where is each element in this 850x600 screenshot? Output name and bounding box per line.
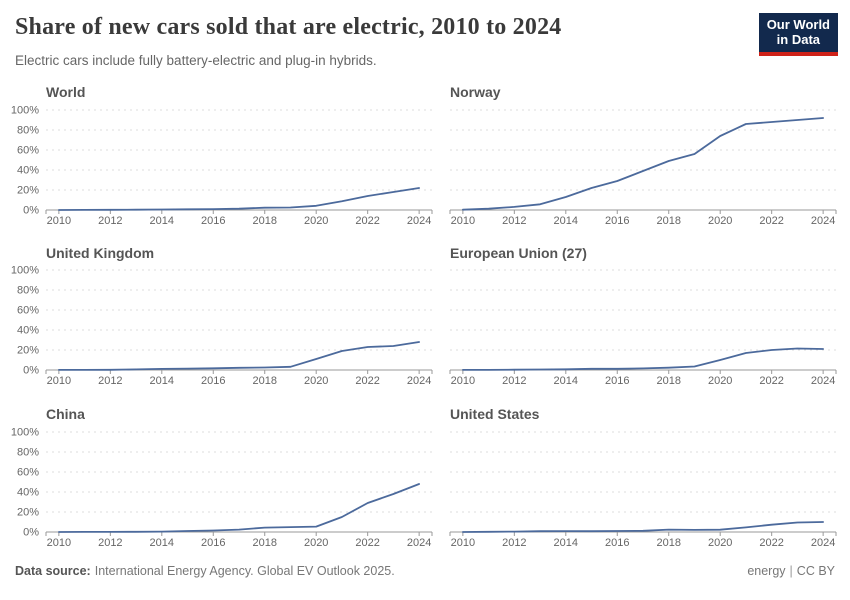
x-tick-label: 2024	[811, 375, 835, 387]
x-tick-label: 2010	[451, 215, 475, 227]
facet-world[interactable]: World 0% 20% 40% 60% 80% 100% 2010 2012 2014 2016 2…	[11, 84, 433, 227]
facet-china[interactable]: China 0% 20% 40% 60% 80% 100% 2010 2012 2014 2016 2…	[11, 406, 433, 549]
series-line-european-union-27	[461, 347, 824, 371]
license-link[interactable]: CC BY	[796, 564, 835, 578]
owid-logo-line2: in Data	[776, 31, 821, 47]
x-tick-label: 2022	[355, 375, 379, 387]
x-tick-label: 2010	[47, 537, 71, 549]
y-tick-label: 60%	[17, 467, 39, 479]
x-tick-label: 2022	[355, 215, 379, 227]
data-source-text: International Energy Agency. Global EV O…	[94, 564, 395, 578]
x-tick-label: 2024	[811, 215, 835, 227]
x-tick-label: 2022	[759, 215, 783, 227]
footer: Data source: International Energy Agency.…	[15, 564, 835, 578]
x-tick-label: 2020	[708, 537, 732, 549]
y-tick-label: 40%	[17, 325, 39, 337]
x-tick-label: 2014	[150, 375, 174, 387]
x-tick-label: 2018	[252, 375, 276, 387]
x-tick-label: 2020	[708, 375, 732, 387]
x-tick-label: 2020	[708, 215, 732, 227]
y-tick-label: 0%	[23, 365, 39, 377]
data-source-note: Data source: International Energy Agency.…	[15, 564, 395, 578]
facet-title: China	[46, 406, 85, 422]
y-tick-label: 20%	[17, 345, 39, 357]
x-tick-label: 2012	[502, 215, 526, 227]
facet-united-states[interactable]: United States 2010 2012 2014 2016 2018 2020 202…	[449, 406, 837, 549]
x-tick-label: 2012	[98, 375, 122, 387]
x-tick-label: 2014	[554, 215, 578, 227]
y-tick-label: 40%	[17, 487, 39, 499]
y-tick-label: 0%	[23, 527, 39, 539]
x-tick-label: 2018	[252, 215, 276, 227]
x-tick-label: 2016	[605, 215, 629, 227]
topic-link[interactable]: energy	[747, 564, 786, 578]
x-tick-label: 2018	[656, 215, 680, 227]
x-tick-label: 2010	[47, 215, 71, 227]
chart-subtitle: Electric cars include fully battery-elec…	[15, 53, 377, 68]
y-tick-label: 60%	[17, 305, 39, 317]
footer-links: energy | CC BY	[747, 564, 835, 578]
x-tick-label: 2014	[150, 215, 174, 227]
y-tick-label: 20%	[17, 185, 39, 197]
series-line-world	[58, 187, 421, 211]
x-tick-label: 2010	[451, 537, 475, 549]
series-line-united-kingdom	[58, 341, 421, 371]
x-tick-label: 2018	[252, 537, 276, 549]
x-tick-label: 2018	[656, 537, 680, 549]
y-tick-label: 0%	[23, 205, 39, 217]
x-tick-label: 2014	[150, 537, 174, 549]
x-tick-label: 2012	[502, 537, 526, 549]
x-tick-label: 2022	[759, 537, 783, 549]
x-tick-label: 2010	[47, 375, 71, 387]
y-tick-label: 60%	[17, 145, 39, 157]
y-tick-label: 20%	[17, 507, 39, 519]
x-tick-label: 2012	[502, 375, 526, 387]
x-tick-label: 2020	[304, 375, 328, 387]
facet-title: European Union (27)	[450, 245, 587, 261]
x-tick-label: 2022	[759, 375, 783, 387]
y-tick-label: 80%	[17, 447, 39, 459]
owid-logo[interactable]: Our World in Data	[758, 13, 838, 56]
x-tick-label: 2014	[554, 537, 578, 549]
series-line-united-states	[461, 521, 824, 533]
x-tick-label: 2024	[811, 537, 835, 549]
y-tick-label: 100%	[11, 427, 39, 439]
series-line-china	[58, 483, 421, 533]
series-line-norway	[461, 117, 824, 211]
x-tick-label: 2016	[605, 375, 629, 387]
x-tick-label: 2020	[304, 215, 328, 227]
facet-title: World	[46, 84, 85, 100]
x-tick-label: 2018	[656, 375, 680, 387]
facet-united-kingdom[interactable]: United Kingdom 0% 20% 40% 60% 80% 100% 2010 2012…	[11, 245, 433, 387]
x-tick-label: 2010	[451, 375, 475, 387]
facet-norway[interactable]: Norway 2010 2012 2014 2016 2018 2020 2022 2024	[449, 84, 837, 227]
x-tick-label: 2024	[407, 375, 431, 387]
data-source-label: Data source:	[15, 564, 91, 578]
facet-title: Norway	[450, 84, 501, 100]
y-tick-label: 40%	[17, 165, 39, 177]
y-tick-label: 100%	[11, 265, 39, 277]
x-tick-label: 2020	[304, 537, 328, 549]
y-tick-label: 80%	[17, 125, 39, 137]
facet-charts: World 0% 20% 40% 60% 80% 100% 2010 2012 2014 2016 2…	[11, 84, 837, 549]
x-tick-label: 2024	[407, 215, 431, 227]
chart-title: Share of new cars sold that are electric…	[15, 14, 562, 40]
x-tick-label: 2024	[407, 537, 431, 549]
x-tick-label: 2016	[605, 537, 629, 549]
x-tick-label: 2016	[201, 215, 225, 227]
owid-logo-line1: Our World	[766, 17, 830, 32]
facet-title: United Kingdom	[46, 245, 154, 261]
x-tick-label: 2022	[355, 537, 379, 549]
x-tick-label: 2014	[554, 375, 578, 387]
y-tick-label: 80%	[17, 285, 39, 297]
x-tick-label: 2012	[98, 537, 122, 549]
y-tick-label: 100%	[11, 105, 39, 117]
facet-title: United States	[450, 406, 540, 422]
x-tick-label: 2012	[98, 215, 122, 227]
x-tick-label: 2016	[201, 375, 225, 387]
x-tick-label: 2016	[201, 537, 225, 549]
footer-separator: |	[789, 564, 793, 578]
facet-european-union-27[interactable]: European Union (27) 2010 2012 2014 2016 2018 2…	[449, 245, 837, 387]
